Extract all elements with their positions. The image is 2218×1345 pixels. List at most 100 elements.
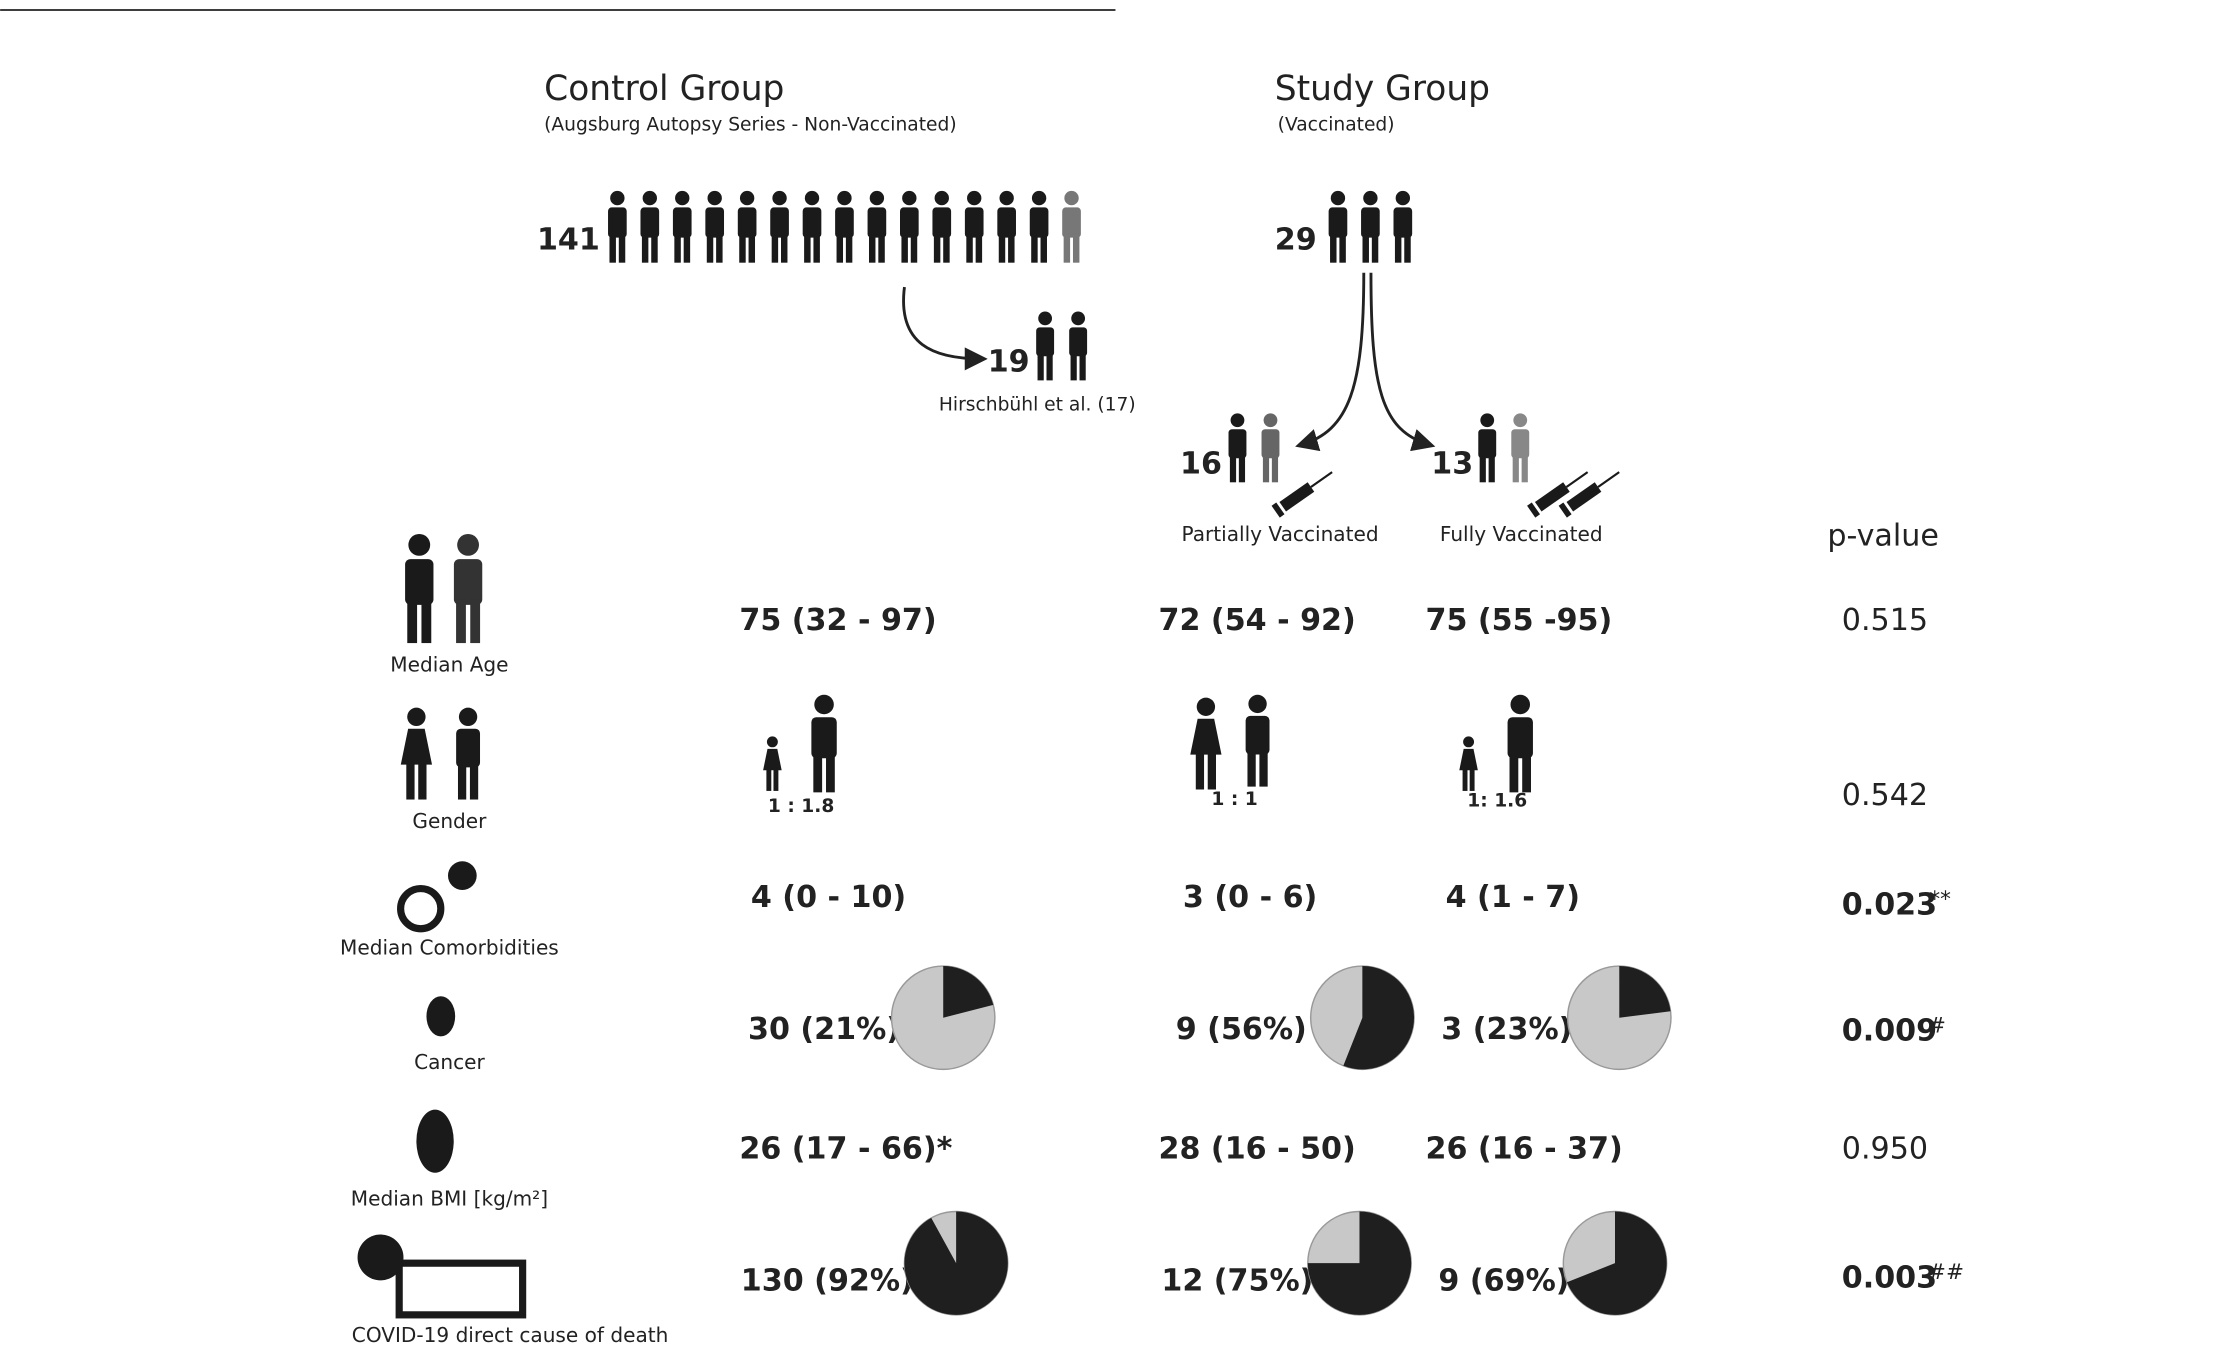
- leg: [1079, 352, 1086, 381]
- leg: [469, 762, 479, 800]
- person-icon: [672, 190, 692, 263]
- head: [1196, 697, 1216, 716]
- person-icon: [737, 190, 757, 263]
- leg: [683, 233, 691, 263]
- comorbidity-icon: [397, 884, 445, 933]
- group-count: 29: [1275, 223, 1317, 258]
- row-value: 28 (16 - 50): [1159, 1131, 1356, 1166]
- syringe-icon: [1558, 471, 1620, 518]
- leg: [966, 233, 973, 263]
- person-icon: [1036, 311, 1055, 381]
- group-count: 141: [537, 223, 600, 258]
- person-icon: [1069, 311, 1088, 381]
- bmi-icon: [416, 1109, 454, 1173]
- barrel: [1534, 482, 1570, 512]
- pie-slice: [1566, 1211, 1667, 1315]
- leg: [456, 599, 466, 644]
- row-label: Median Age: [390, 653, 508, 677]
- row-value: 3 (0 - 6): [1183, 880, 1317, 915]
- subset-label: Hirschbühl et al. (17): [939, 394, 1136, 415]
- head: [1064, 190, 1079, 206]
- head: [1395, 190, 1411, 206]
- virus-icon: [357, 1234, 404, 1281]
- row-value: 26 (17 - 66)*: [739, 1131, 952, 1166]
- leg: [1330, 233, 1337, 263]
- body: [811, 717, 837, 759]
- needle: [1597, 471, 1620, 488]
- leg: [406, 762, 415, 800]
- person-icon: [1507, 694, 1533, 793]
- person-icon: [1029, 190, 1049, 263]
- leg: [418, 762, 427, 800]
- head: [902, 190, 917, 206]
- leg: [998, 233, 1006, 263]
- person-icon: [1459, 736, 1478, 791]
- p-value-mark: ##: [1928, 1260, 1964, 1285]
- subgroup-count: 16: [1180, 447, 1222, 482]
- gender-ratio: 1 : 1: [1211, 789, 1257, 810]
- cancer-icon: [426, 996, 456, 1037]
- leg: [1469, 769, 1475, 791]
- person-icon: [453, 533, 483, 644]
- leg: [1207, 752, 1216, 790]
- person-icon: [1062, 190, 1081, 263]
- body: [1228, 429, 1247, 459]
- person-icon: [1511, 413, 1530, 483]
- body: [456, 728, 481, 768]
- leg: [845, 233, 853, 263]
- body: [835, 207, 854, 238]
- subset-count: 19: [988, 345, 1030, 380]
- head: [1363, 190, 1378, 206]
- person-icon: [770, 190, 789, 263]
- person-icon: [456, 707, 481, 800]
- leg: [1195, 752, 1205, 790]
- plunger: [1527, 502, 1541, 518]
- syringe-icon: [1271, 471, 1333, 518]
- leg: [1008, 233, 1015, 263]
- head: [1230, 413, 1245, 428]
- body: [1511, 429, 1530, 459]
- leg: [771, 233, 779, 263]
- head: [1480, 413, 1495, 428]
- body: [770, 207, 789, 238]
- head: [1248, 694, 1267, 714]
- body: [705, 207, 725, 238]
- leg: [1262, 454, 1270, 483]
- row-value: 9 (56%): [1176, 1012, 1307, 1047]
- leg: [826, 753, 835, 793]
- leg: [1521, 454, 1528, 483]
- leg: [773, 769, 779, 791]
- leg: [651, 233, 658, 263]
- row-value: 4 (1 - 7): [1446, 880, 1580, 915]
- person-icon: [1261, 413, 1280, 483]
- head: [1463, 736, 1475, 748]
- pie-slice: [943, 966, 994, 1018]
- leg: [1063, 233, 1071, 263]
- leg: [1046, 352, 1053, 381]
- plunger: [1558, 502, 1572, 518]
- leg: [1362, 233, 1369, 263]
- row-value: 9 (69%): [1438, 1263, 1569, 1298]
- leg: [1462, 769, 1468, 791]
- leg: [813, 233, 820, 263]
- leg: [739, 233, 746, 263]
- leg: [813, 753, 823, 793]
- body: [1245, 715, 1270, 755]
- row-value: 75 (55 -95): [1426, 603, 1613, 638]
- leg: [674, 233, 681, 263]
- needle: [1310, 471, 1333, 488]
- p-value-header: p-value: [1827, 518, 1938, 553]
- body: [640, 207, 660, 238]
- p-value: 0.009: [1842, 1014, 1937, 1049]
- row-label: Gender: [412, 809, 487, 833]
- head: [457, 533, 479, 556]
- leg: [781, 233, 788, 263]
- leg: [1259, 749, 1268, 787]
- arrow: [902, 286, 988, 371]
- person-icon: [1361, 190, 1380, 263]
- p-value: 0.515: [1842, 603, 1928, 638]
- body: [867, 207, 887, 238]
- p-value: 0.003: [1842, 1260, 1937, 1295]
- leg: [609, 233, 616, 263]
